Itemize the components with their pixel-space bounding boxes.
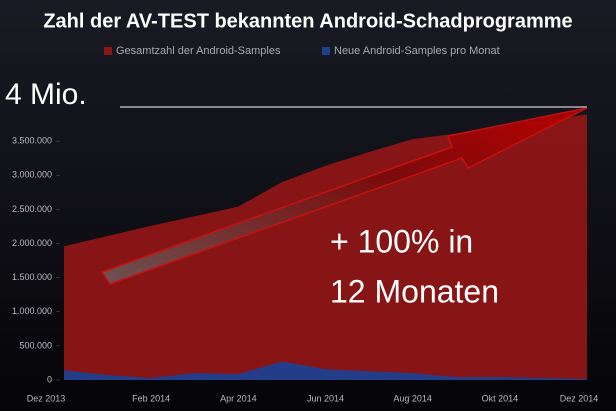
y-tick-label: 3.500.000 <box>12 136 52 146</box>
y-tick-label: 500.000 <box>19 340 52 350</box>
x-tick-label: Jun 2014 <box>307 393 344 403</box>
area <box>64 114 587 380</box>
legend-swatch <box>322 47 330 55</box>
legend-label: Gesamtzahl der Android-Samples <box>116 45 281 57</box>
legend-label: Neue Android-Samples pro Monat <box>334 45 500 57</box>
y-tick-label: 3.000.000 <box>12 170 52 180</box>
chart-title: Zahl der AV-TEST bekannten Android-Schad… <box>43 10 572 32</box>
x-tick-label: Feb 2014 <box>132 393 170 403</box>
x-tick-label: Dez 2013 <box>27 393 66 403</box>
area <box>64 361 587 380</box>
x-tick-label: Okt 2014 <box>482 393 519 403</box>
y-tick-label: 2.000.000 <box>12 238 52 248</box>
y-tick-label: 2.500.000 <box>12 204 52 214</box>
legend-swatch <box>104 47 112 55</box>
x-tick-label: Aug 2014 <box>393 393 432 403</box>
annotation: 12 Monaten <box>330 273 499 309</box>
y-tick-label: 1.000.000 <box>12 306 52 316</box>
y-tick-label: 1.500.000 <box>12 272 52 282</box>
annotation: + 100% in <box>330 223 473 259</box>
x-tick-label: Apr 2014 <box>220 393 257 403</box>
y-tick-label: 0 <box>47 374 52 384</box>
trend-arrow <box>100 107 588 285</box>
x-tick-label: Dez 2014 <box>560 393 599 403</box>
plot-area: 0 500.000 1.000.000 1.500.000 2.000.000 2.500… <box>12 45 598 403</box>
reference-label: 4 Mio. <box>5 78 87 111</box>
